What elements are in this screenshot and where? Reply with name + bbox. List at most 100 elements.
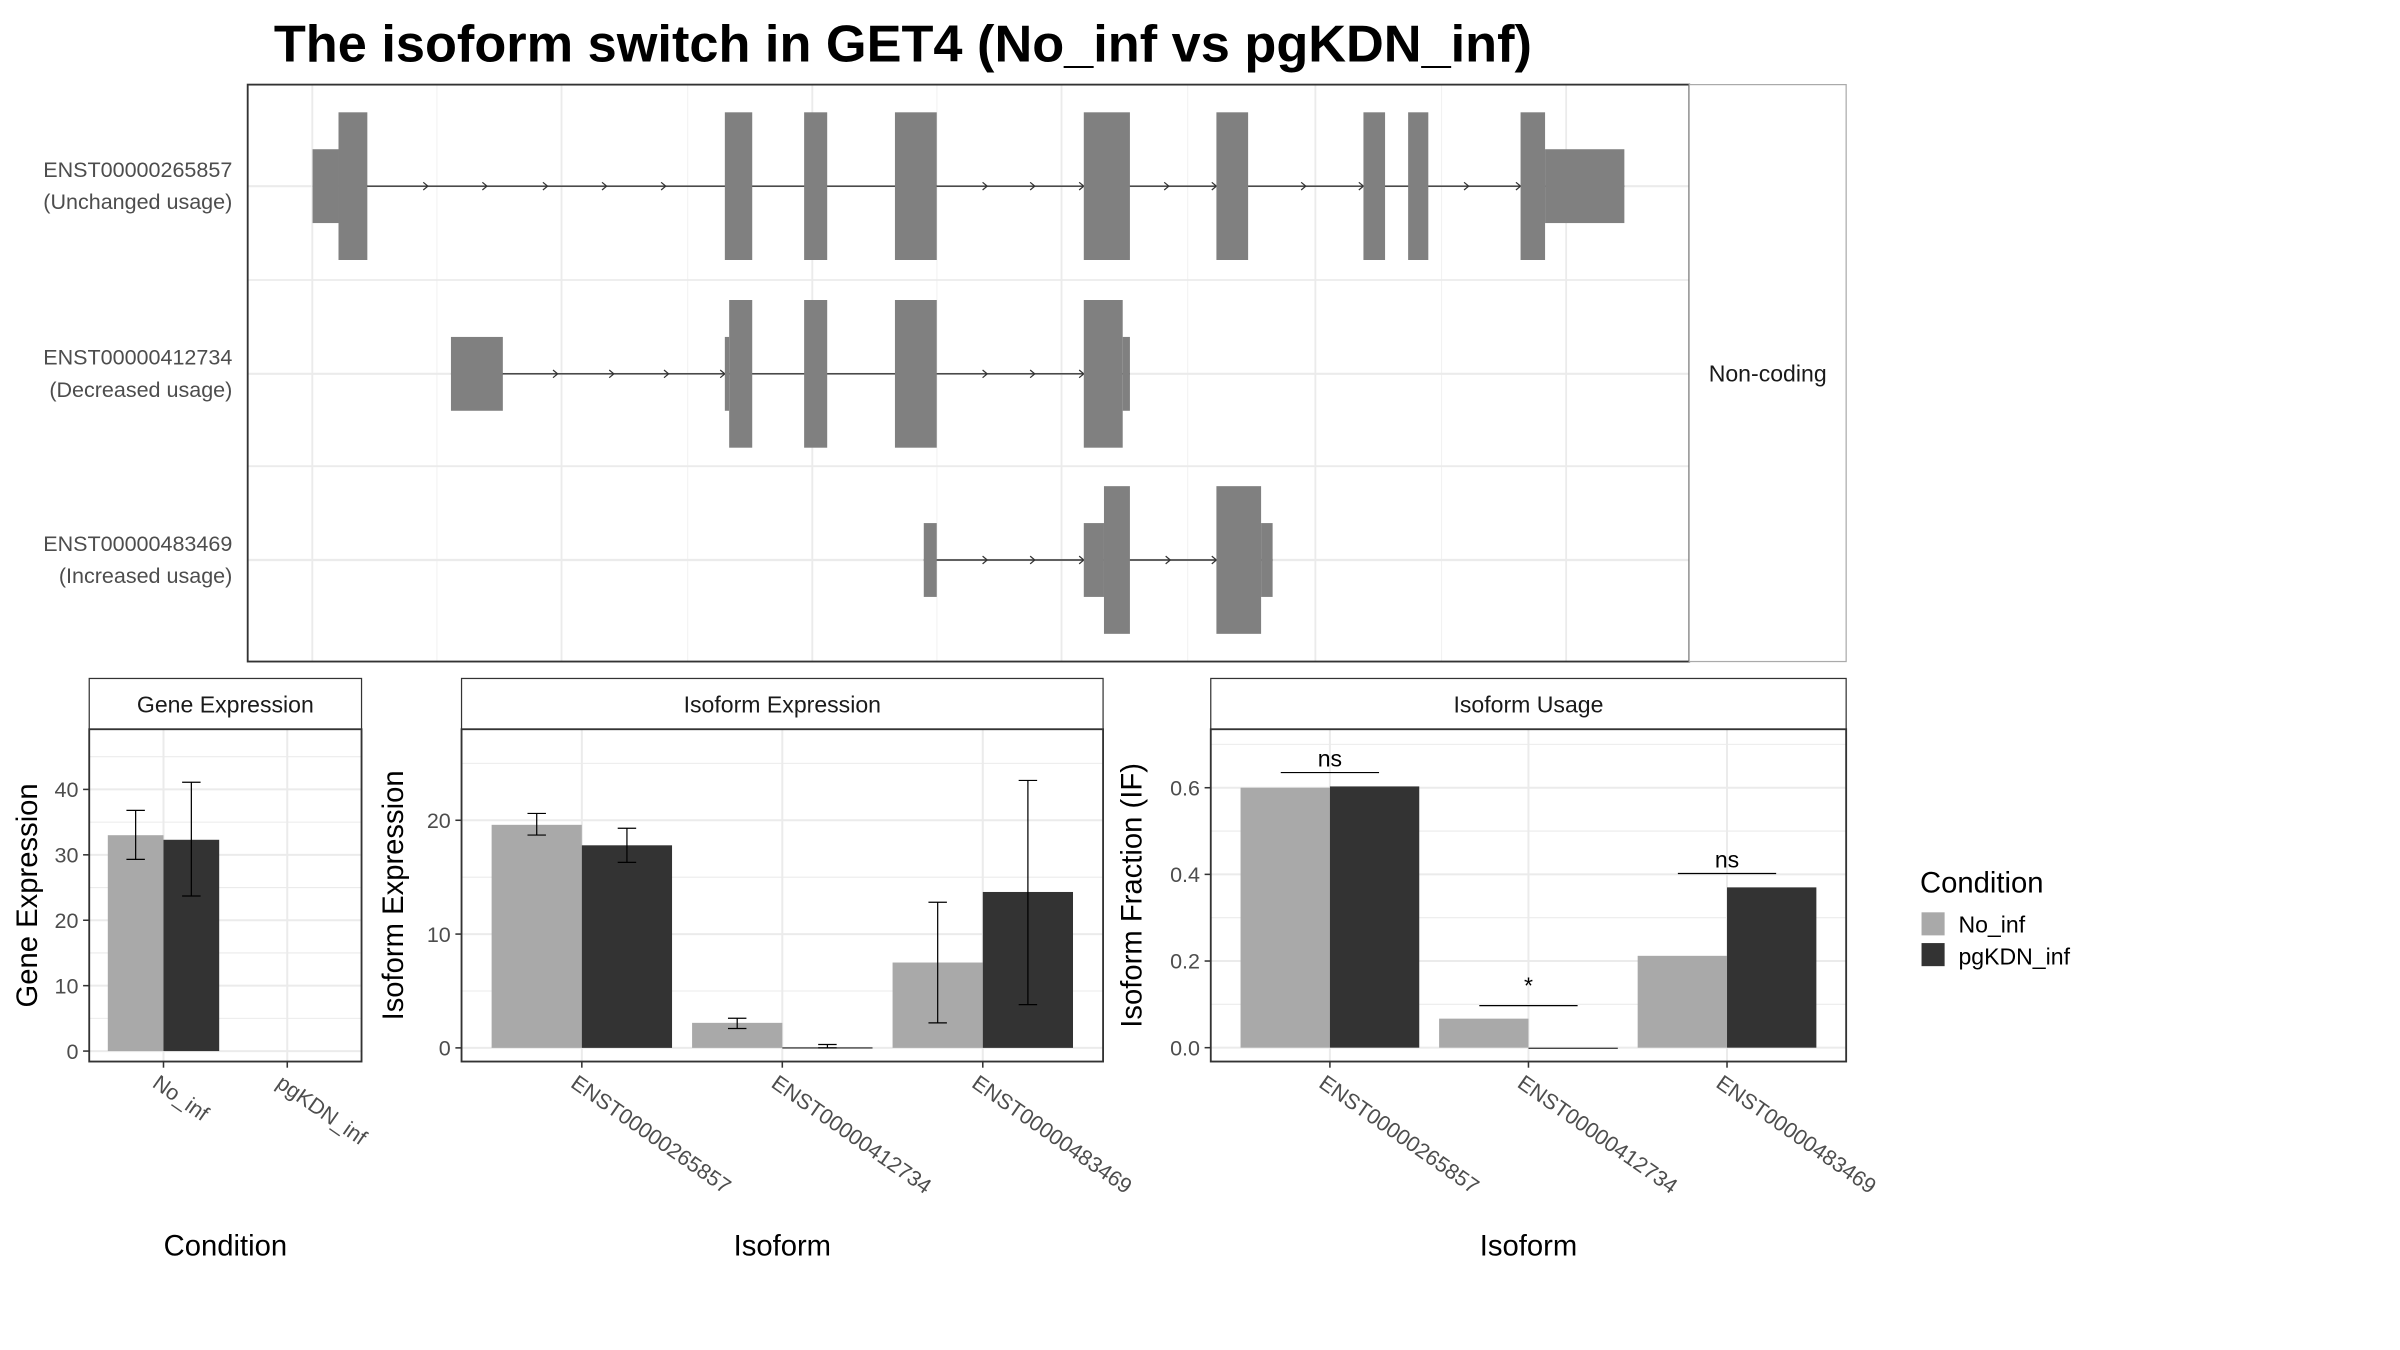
coding-exon: [1083, 300, 1123, 448]
strip-label-non-coding: Non-coding: [1709, 361, 1827, 387]
legend-key-pgkdn-inf: [1921, 943, 1945, 967]
transcript-usage-label: (Unchanged usage): [43, 190, 232, 214]
significance-label: *: [1524, 972, 1533, 998]
coding-exon: [1216, 112, 1249, 260]
coding-exon: [1408, 112, 1429, 260]
utr-exon: [1261, 523, 1273, 597]
intron-direction-arrow: [1029, 369, 1036, 379]
coding-exon: [804, 112, 828, 260]
y-tick-label: 20: [427, 809, 451, 833]
coding-exon: [1363, 112, 1386, 260]
significance-label: ns: [1318, 745, 1342, 771]
intron-direction-arrow: [663, 369, 670, 379]
strip-label: Isoform Usage: [1453, 691, 1603, 717]
x-tick-label: ENST00000265857: [567, 1071, 736, 1199]
y-axis-title: Isoform Expression: [378, 770, 410, 1020]
chart-title: The isoform switch in GET4 (No_inf vs pg…: [274, 16, 1532, 74]
panel-isoform-usage: Isoform Usage ns * ns 0.0 0.2 0.4 0.6 ENST000002…: [1117, 677, 1881, 1262]
y-tick-label: 0.4: [1170, 863, 1200, 887]
y-tick-label: 20: [55, 909, 79, 933]
y-tick-label: 0.0: [1170, 1036, 1200, 1060]
transcript-structure-panel: ENST00000265857 (Unchanged usage) ENST0000…: [43, 83, 1847, 663]
plot-border: [88, 728, 363, 1063]
strip-box: [1210, 677, 1847, 730]
significance-label: ns: [1715, 846, 1739, 872]
strip-label: Gene Expression: [137, 691, 314, 717]
y-axis-title: Gene Expression: [12, 783, 44, 1007]
bar-no-inf: [1637, 955, 1728, 1048]
intron-direction-arrow: [1029, 181, 1036, 191]
x-tick-label: ENST00000412734: [1513, 1071, 1682, 1199]
intron-direction-arrow: [660, 181, 667, 191]
y-tick-label: 10: [55, 974, 79, 998]
intron-direction-arrow: [481, 181, 488, 191]
bar-pgkdn-inf: [581, 845, 673, 1048]
intron-direction-arrow: [601, 181, 608, 191]
panel-gene-expression: Gene Expression 0 10 20 30 40 No_inf pgKDN_inf C…: [12, 677, 372, 1262]
intron-direction-arrow: [1165, 555, 1172, 565]
intron-direction-arrow: [982, 181, 989, 191]
coding-exon: [894, 300, 937, 448]
intron-direction-arrow: [1463, 181, 1470, 191]
utr-exon: [1545, 149, 1625, 224]
transcript-id-label: ENST00000483469: [43, 532, 232, 556]
x-tick-label: No_inf: [148, 1071, 214, 1127]
coding-exon: [1216, 486, 1262, 634]
coding-exon: [729, 300, 753, 448]
intron-direction-arrow: [608, 369, 615, 379]
intron-direction-arrow: [982, 369, 989, 379]
coding-exon: [724, 112, 753, 260]
y-tick-label: 0.2: [1170, 950, 1200, 974]
x-tick-label: ENST00000412734: [767, 1071, 936, 1199]
y-tick-label: 40: [55, 778, 79, 802]
y-tick-label: 0: [66, 1040, 78, 1064]
x-tick-label: ENST00000265857: [1315, 1071, 1484, 1199]
bar-no-inf: [1240, 787, 1330, 1048]
x-tick-label: pgKDN_inf: [272, 1071, 372, 1151]
utr-exon: [450, 336, 503, 411]
utr-exon: [923, 523, 937, 597]
transcript-id-label: ENST00000412734: [43, 346, 232, 370]
strip-box: [88, 677, 363, 730]
bar-pgkdn-inf: [1528, 1047, 1618, 1049]
bar-no-inf: [107, 835, 164, 1052]
utr-exon: [1083, 523, 1104, 597]
bar-pgkdn-inf: [1727, 887, 1817, 1048]
coding-exon: [1083, 112, 1130, 260]
intron-direction-arrow: [1163, 181, 1170, 191]
x-axis-title: Isoform: [734, 1230, 831, 1262]
strip-label: Isoform Expression: [684, 691, 881, 717]
legend: Condition No_inf pgKDN_inf: [1920, 867, 2071, 969]
bar-no-inf: [491, 824, 582, 1048]
legend-label-pgkdn-inf: pgKDN_inf: [1958, 944, 2070, 970]
transcript-id-label: ENST00000265857: [43, 158, 232, 182]
x-tick-label: ENST00000483469: [968, 1071, 1137, 1199]
bar-no-inf: [1439, 1018, 1529, 1048]
utr-exon: [312, 149, 339, 224]
intron-direction-arrow: [552, 369, 559, 379]
coding-exon: [1103, 486, 1130, 634]
x-tick-label: ENST00000483469: [1712, 1071, 1881, 1199]
coding-exon: [894, 112, 937, 260]
y-tick-label: 0: [439, 1037, 451, 1061]
y-tick-label: 0.6: [1170, 776, 1200, 800]
y-tick-label: 10: [427, 923, 451, 947]
intron-direction-arrow: [1300, 181, 1307, 191]
coding-exon: [338, 112, 368, 260]
x-axis-title: Isoform: [1480, 1230, 1577, 1262]
bar-panels: Gene Expression 0 10 20 30 40 No_inf pgKDN_inf C…: [12, 677, 1881, 1262]
y-axis-title: Isoform Fraction (IF): [1117, 763, 1149, 1028]
transcript-usage-label: (Decreased usage): [49, 378, 232, 402]
intron-direction-arrow: [982, 555, 989, 565]
coding-exon: [1520, 112, 1546, 260]
legend-key-no-inf: [1921, 912, 1945, 936]
coding-exon: [804, 300, 828, 448]
legend-title: Condition: [1920, 867, 2043, 899]
legend-label-no-inf: No_inf: [1958, 911, 2025, 937]
intron-direction-arrow: [1029, 555, 1036, 565]
bar-pgkdn-inf: [1329, 786, 1420, 1048]
transcript-usage-label: (Increased usage): [59, 564, 232, 588]
utr-exon: [1122, 336, 1130, 411]
